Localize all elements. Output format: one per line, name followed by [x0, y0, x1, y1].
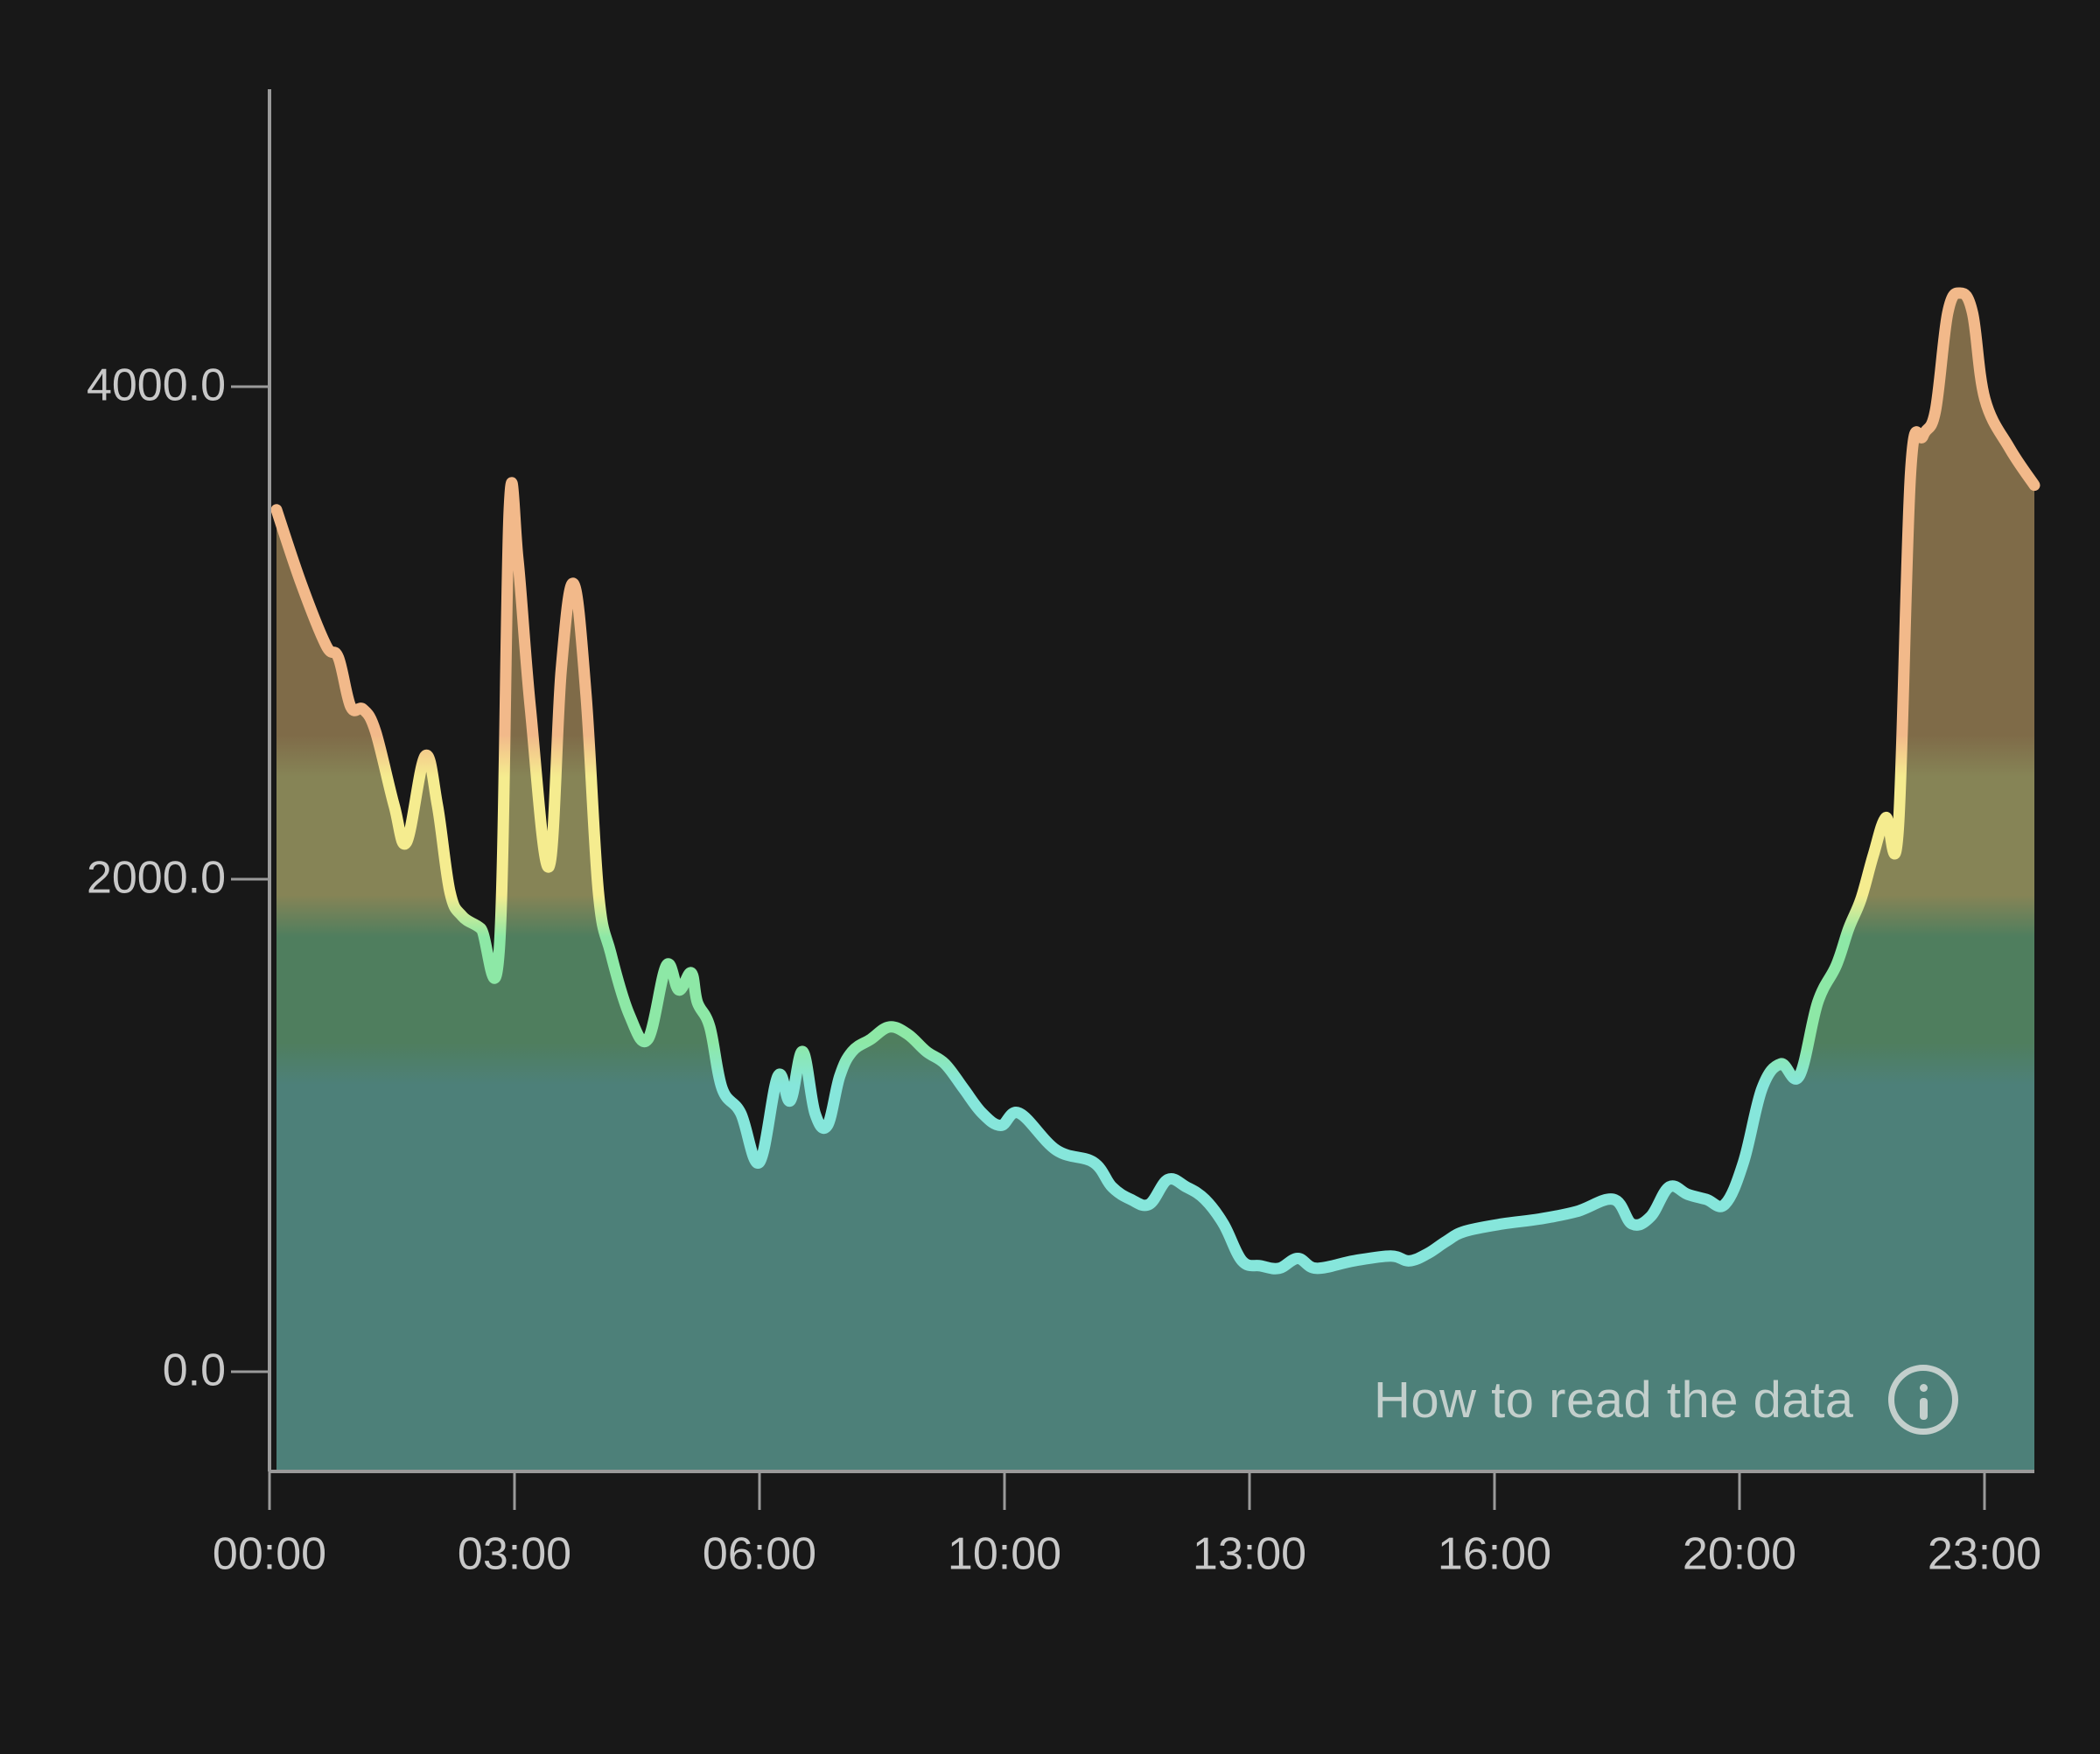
- y-tick-label: 2000.0: [87, 853, 226, 904]
- y-tick-label: 0.0: [163, 1345, 226, 1396]
- x-tick-label: 13:00: [1193, 1529, 1306, 1580]
- x-tick-label: 03:00: [458, 1529, 571, 1580]
- x-tick-label: 16:00: [1438, 1529, 1551, 1580]
- x-tick-label: 06:00: [703, 1529, 816, 1580]
- y-tick-label: 4000.0: [87, 360, 226, 411]
- how-to-read-data-button[interactable]: How to read the data: [1374, 1360, 1959, 1439]
- x-axis: 00:00 03:00 06:00 10:00 13:00 16:00 20:00 23:00: [213, 1470, 2041, 1580]
- y-axis: 0.0 2000.0 4000.0: [87, 89, 271, 1471]
- help-label: How to read the data: [1374, 1371, 1854, 1429]
- x-tick-label: 23:00: [1928, 1529, 2041, 1580]
- data-line: [270, 287, 2040, 1275]
- x-tick-label: 20:00: [1683, 1529, 1796, 1580]
- x-tick-label: 00:00: [213, 1529, 326, 1580]
- info-icon[interactable]: [1888, 1365, 1959, 1435]
- area-fill: [276, 292, 2034, 1472]
- x-tick-label: 10:00: [948, 1529, 1061, 1580]
